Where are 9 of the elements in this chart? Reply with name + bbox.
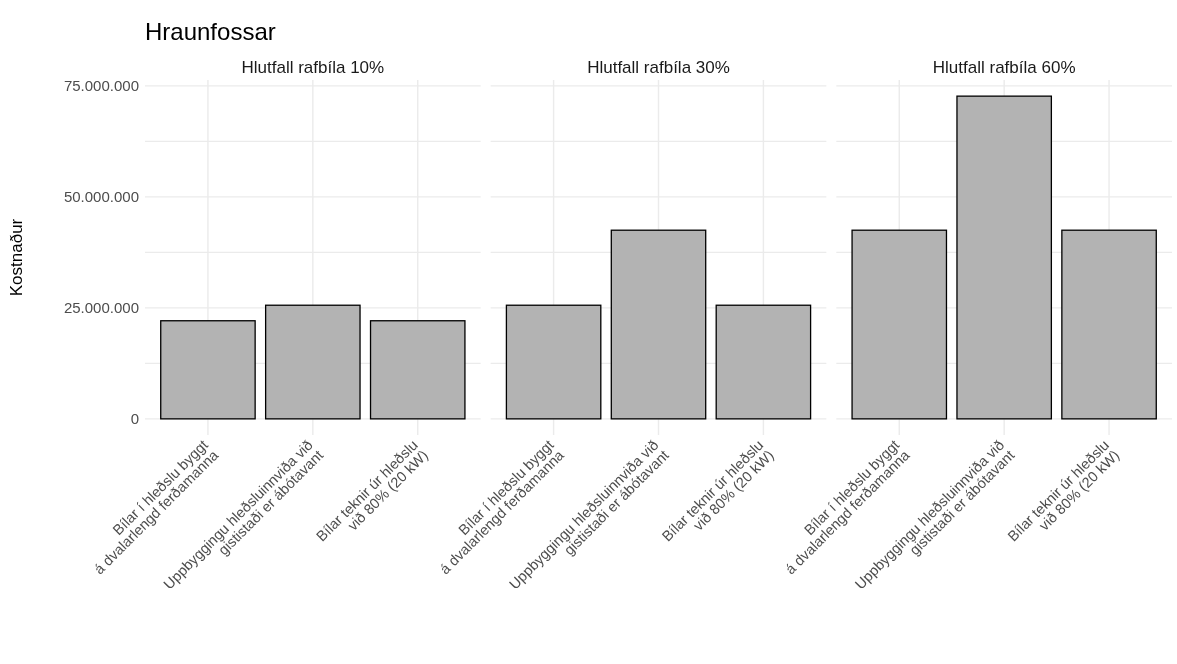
y-tick-label: 25.000.000 [63, 299, 139, 317]
y-tick-label: 75.000.000 [63, 77, 139, 95]
y-axis-title: Kostnaður [7, 218, 26, 297]
chart-subtitle: Hlutfall rafbíla 10% [241, 58, 385, 77]
chart-title: Hraunfossar [145, 18, 276, 45]
chart-subtitle: Hlutfall rafbíla 30% [587, 58, 730, 77]
chart-subtitle: Hlutfall rafbíla 60% [932, 58, 1076, 77]
y-tick-label: 50.000.000 [63, 188, 139, 206]
y-tick-label: 0 [130, 410, 139, 428]
